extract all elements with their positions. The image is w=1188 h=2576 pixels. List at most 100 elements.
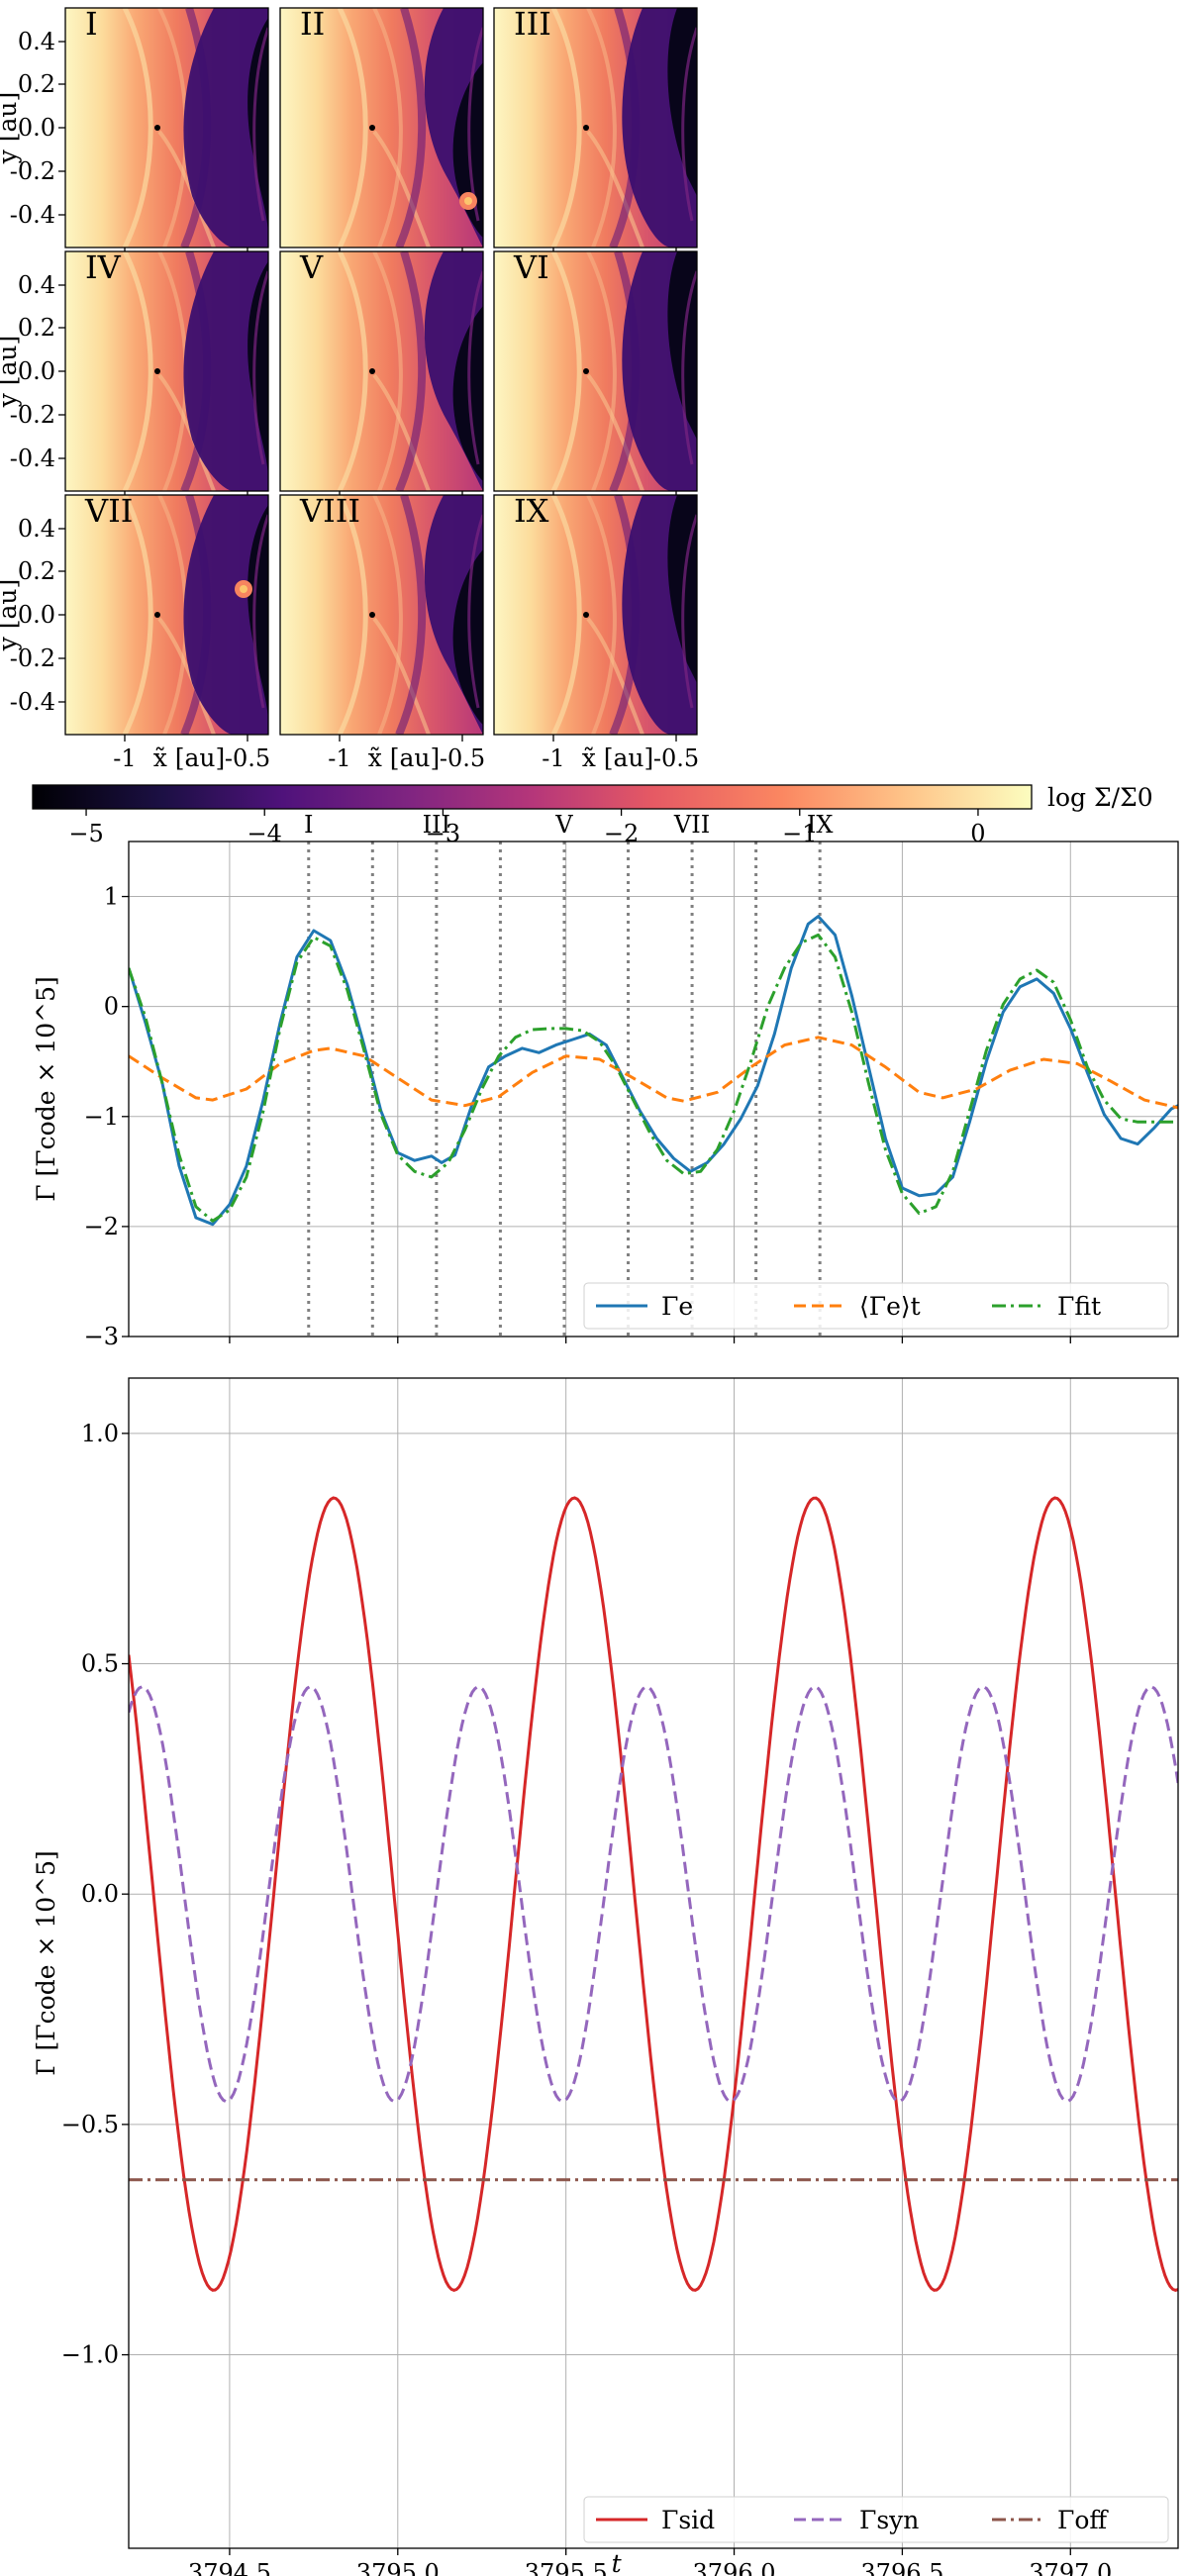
map-image [494, 495, 697, 735]
y-tick-label: 0.4 [18, 271, 55, 299]
x-tick-label: -1 [113, 744, 136, 772]
map-layers [280, 495, 483, 735]
y-axis-label: ỹ [au] [0, 336, 22, 409]
panel-label: IV [85, 248, 122, 286]
map-frame [279, 494, 484, 736]
spiral-arc [122, 8, 153, 248]
y-tick-label: 0.2 [18, 314, 55, 342]
y-tick-label: 1 [104, 883, 119, 911]
map-layers [65, 495, 268, 735]
spiral-arc [586, 251, 617, 491]
colorbar-tick-label: −2 [604, 820, 639, 847]
spiral-arc [122, 251, 153, 491]
map-image [65, 495, 268, 735]
spiral-wake [586, 373, 644, 491]
gap-core [248, 505, 268, 723]
spiral-arc [586, 495, 617, 735]
y-tick-label: 0.0 [81, 1880, 119, 1908]
x-tick-label: 3796.5 [860, 2559, 943, 2576]
x-axis-label: x̃ [au] [153, 743, 226, 772]
snapshot-label: V [554, 811, 573, 839]
spiral-arc [372, 251, 403, 491]
map-layers [494, 8, 697, 248]
map-panel: III [493, 5, 698, 254]
spiral-arc [550, 495, 582, 735]
legend-label: Γsyn [859, 2506, 919, 2534]
y-axis-label: ỹ [au] [0, 92, 22, 165]
map-frame [493, 494, 698, 736]
y-tick-label: 1.0 [81, 1420, 119, 1447]
gap-region [183, 495, 268, 735]
series-line [129, 1496, 1178, 2292]
map-frame [493, 7, 698, 248]
map-panel: IX -1 -0.5x̃ [au] [493, 492, 699, 772]
colorbar-tick-label: −5 [68, 820, 103, 847]
gap-core [248, 261, 268, 479]
y-tick-label: −1.0 [61, 2341, 119, 2369]
y-tick-label: -0.2 [10, 157, 55, 185]
gap-filament [252, 27, 268, 222]
legend-label: Γsid [661, 2506, 715, 2534]
y-tick-label: -0.2 [10, 401, 55, 429]
x-tick-label: 3794.5 [188, 2559, 271, 2576]
map-panel: VI [493, 248, 698, 498]
y-tick-label: -0.4 [10, 445, 55, 472]
y-tick-label: 0.4 [18, 28, 55, 55]
legend: Γsid Γsyn Γoff [583, 2496, 1169, 2543]
y-tick-label: 0.0 [18, 114, 55, 142]
spiral-arc [372, 495, 403, 735]
y-tick-label: 0.4 [18, 515, 55, 543]
y-tick-label: 0.2 [18, 557, 55, 585]
gap-core [248, 18, 268, 236]
planet-marker [369, 612, 375, 618]
planet-marker [369, 368, 375, 374]
planet-marker [583, 612, 589, 618]
legend-label: Γe [661, 1292, 693, 1321]
legend-box [583, 2496, 1169, 2543]
y-tick-label: 0 [104, 993, 119, 1021]
y-tick-label: 0.0 [18, 601, 55, 629]
spiral-arc [550, 251, 582, 491]
y-axis-label: Γ [Γcode × 10^5] [32, 1850, 60, 2076]
y-tick-label: 0.0 [18, 357, 55, 385]
y-tick-label: -0.4 [10, 688, 55, 716]
gap-filament [467, 514, 483, 709]
map-image [280, 8, 483, 248]
map-frame [279, 7, 484, 248]
series-line [129, 915, 1178, 1227]
map-frame [493, 250, 698, 492]
density-map-grid: I0.40.20.0-0.2-0.4ỹ [au]IIIIIIV0.40.20.0… [0, 5, 699, 772]
y-tick-label: −0.5 [61, 2111, 119, 2138]
colorbar-tick-label: −3 [426, 820, 460, 847]
map-panel: V [279, 248, 484, 498]
x-axis-label: x̃ [au] [368, 743, 441, 772]
map-panel: IV 0.4 0.2 0.0 -0.2 -0.4 ỹ [au] [0, 248, 269, 498]
spiral-arc [586, 8, 617, 248]
spiral-wake [372, 373, 431, 491]
plot-frame [128, 841, 1179, 1338]
x-tick-label: -0.5 [225, 744, 270, 772]
snapshot-label: I [304, 811, 313, 839]
x-tick-label: 3796.0 [693, 2559, 776, 2576]
torque-chart-bottom: 1.0 0.5 0.0 −0.5 −1.0 3794.5 3795.0 3795.5 3796.… [32, 1377, 1179, 2576]
gap-filament [467, 270, 483, 465]
x-tick-label: 3797.0 [1029, 2559, 1112, 2576]
y-axis-label: Γ [Γcode × 10^5] [32, 976, 60, 1202]
colorbar-tick-label: −1 [782, 820, 817, 847]
y-tick-label: −2 [84, 1213, 119, 1240]
colorbar-tick-label: 0 [970, 820, 985, 847]
dark-arc [395, 8, 427, 248]
spiral-wake [157, 617, 216, 735]
gap-filament [681, 514, 697, 709]
x-tick-label: -1 [542, 744, 564, 772]
spiral-wake [372, 617, 431, 735]
legend-label: ⟨Γe⟩t [859, 1292, 921, 1321]
map-image [65, 8, 268, 248]
dark-arc [395, 495, 427, 735]
snapshot-label: VII [673, 811, 710, 839]
planet-marker [583, 125, 589, 131]
spiral-arc [337, 8, 368, 248]
gap-filament [681, 270, 697, 465]
spiral-wake [586, 130, 644, 248]
